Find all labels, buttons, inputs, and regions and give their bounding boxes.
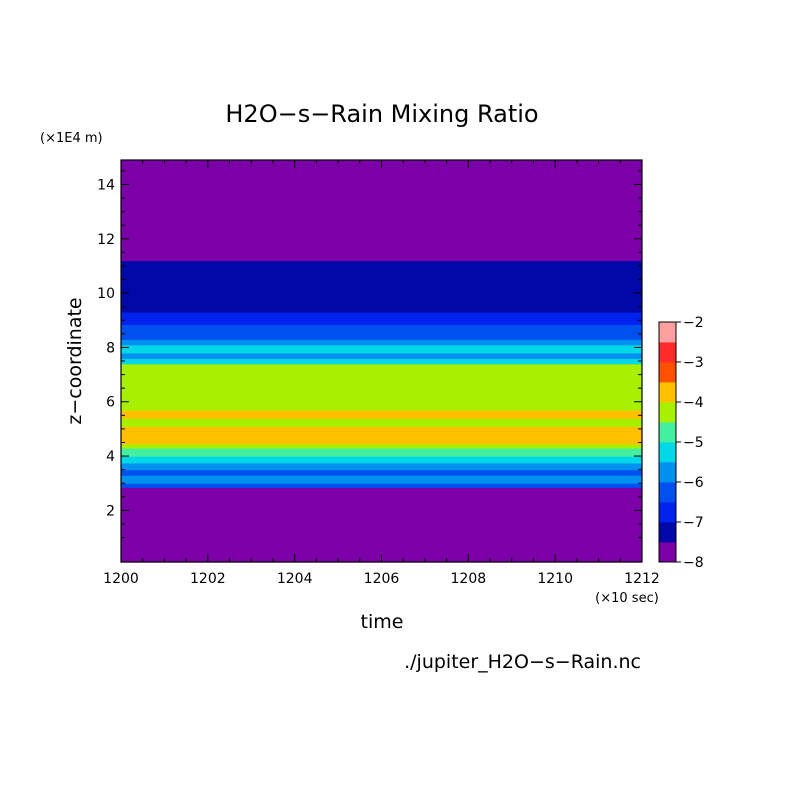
contour-band xyxy=(121,260,642,313)
contour-band xyxy=(121,475,642,484)
x-axis-ticks: 1200 1202 1204 1206 1208 1210 1212 xyxy=(103,160,660,587)
colorbar-tick-label: −6 xyxy=(683,475,704,491)
y-tick-label: 2 xyxy=(106,503,115,519)
contour-band xyxy=(121,426,642,445)
y-tick-label: 6 xyxy=(106,395,115,411)
colorbar-tick-label: −4 xyxy=(683,395,704,411)
colorbar-tick-label: −8 xyxy=(683,555,704,571)
x-tick-label: 1204 xyxy=(277,571,313,587)
y-tick-label: 8 xyxy=(106,340,115,356)
colorbar-tick-label: −3 xyxy=(683,355,704,371)
x-axis-label: time xyxy=(361,611,404,633)
x-unit-label: (×10 sec) xyxy=(595,591,659,606)
colorbar-swatch xyxy=(659,382,676,403)
plot-frame xyxy=(120,159,643,563)
colorbar-swatch xyxy=(659,462,676,483)
contour-band xyxy=(121,324,642,340)
contour-band xyxy=(121,358,642,365)
colorbar-swatch xyxy=(659,402,676,423)
colorbar-swatch xyxy=(659,542,676,563)
y-tick-label: 14 xyxy=(97,177,115,193)
y-axis-ticks: 2 4 6 8 10 12 14 xyxy=(97,170,642,539)
colorbar-tick-label: −2 xyxy=(683,315,704,331)
contour-band xyxy=(121,443,642,449)
contour-band xyxy=(121,447,642,457)
x-tick-label: 1202 xyxy=(190,571,226,587)
contour-band xyxy=(121,409,642,419)
colorbar-swatch xyxy=(659,522,676,543)
contour-band xyxy=(121,462,642,471)
contour-band xyxy=(121,363,642,411)
y-tick-label: 4 xyxy=(106,449,115,465)
contour-band xyxy=(121,160,642,262)
chart-title: H2O−s−Rain Mixing Ratio xyxy=(225,100,538,128)
colorbar-swatch xyxy=(659,422,676,443)
contour-band xyxy=(121,339,642,346)
y-tick-label: 10 xyxy=(97,286,115,302)
colorbar-swatch xyxy=(659,482,676,503)
source-file-label: ./jupiter_H2O−s−Rain.nc xyxy=(404,651,641,673)
colorbar: −8 −7 −6 −5 −4 −3 −2 xyxy=(658,315,704,571)
contour-band xyxy=(121,469,642,476)
plot-area xyxy=(121,160,642,563)
colorbar-tick-label: −7 xyxy=(683,515,704,531)
colorbar-swatch xyxy=(659,342,676,363)
contour-band xyxy=(121,483,642,488)
contour-band xyxy=(121,456,642,464)
colorbar-swatch xyxy=(659,502,676,523)
x-tick-label: 1206 xyxy=(364,571,400,587)
y-axis-label: z−coordinate xyxy=(64,297,86,424)
x-tick-label: 1212 xyxy=(624,571,660,587)
x-tick-label: 1200 xyxy=(103,571,139,587)
contour-band xyxy=(121,487,642,563)
contour-band xyxy=(121,344,642,354)
y-unit-label: (×1E4 m) xyxy=(40,131,103,146)
x-tick-label: 1210 xyxy=(537,571,573,587)
colorbar-swatch xyxy=(659,322,676,343)
x-tick-label: 1208 xyxy=(451,571,487,587)
colorbar-swatch xyxy=(659,362,676,383)
colorbar-tick-label: −5 xyxy=(683,435,704,451)
contour-band xyxy=(121,418,642,427)
y-tick-label: 12 xyxy=(97,232,115,248)
contour-band xyxy=(121,352,642,359)
contour-band xyxy=(121,312,642,325)
colorbar-swatch xyxy=(659,442,676,463)
